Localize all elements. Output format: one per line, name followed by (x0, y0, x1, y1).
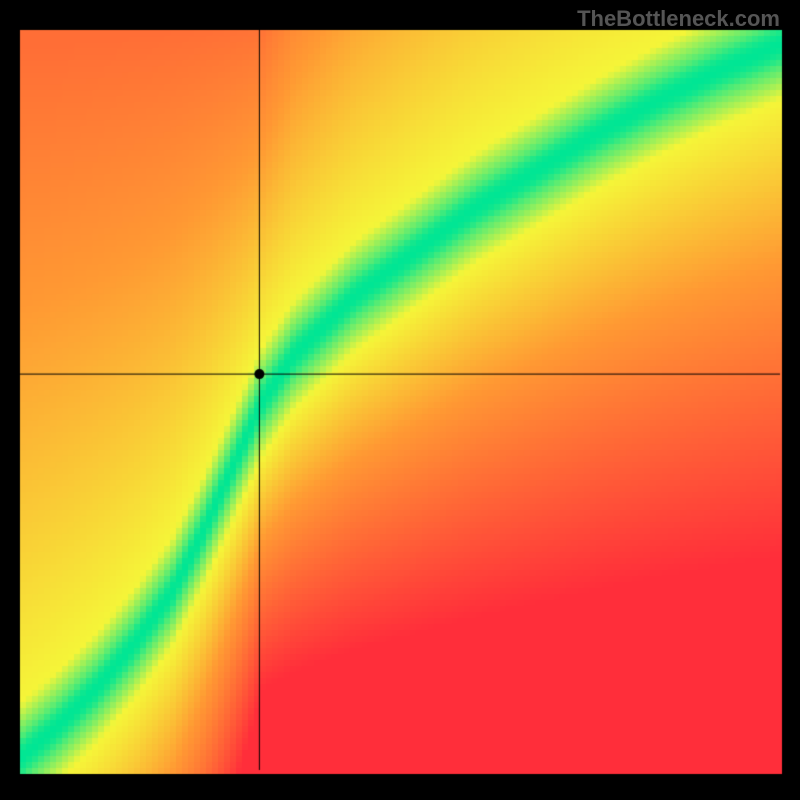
chart-container: TheBottleneck.com (0, 0, 800, 800)
bottleneck-heatmap (0, 0, 800, 800)
watermark-text: TheBottleneck.com (577, 6, 780, 32)
